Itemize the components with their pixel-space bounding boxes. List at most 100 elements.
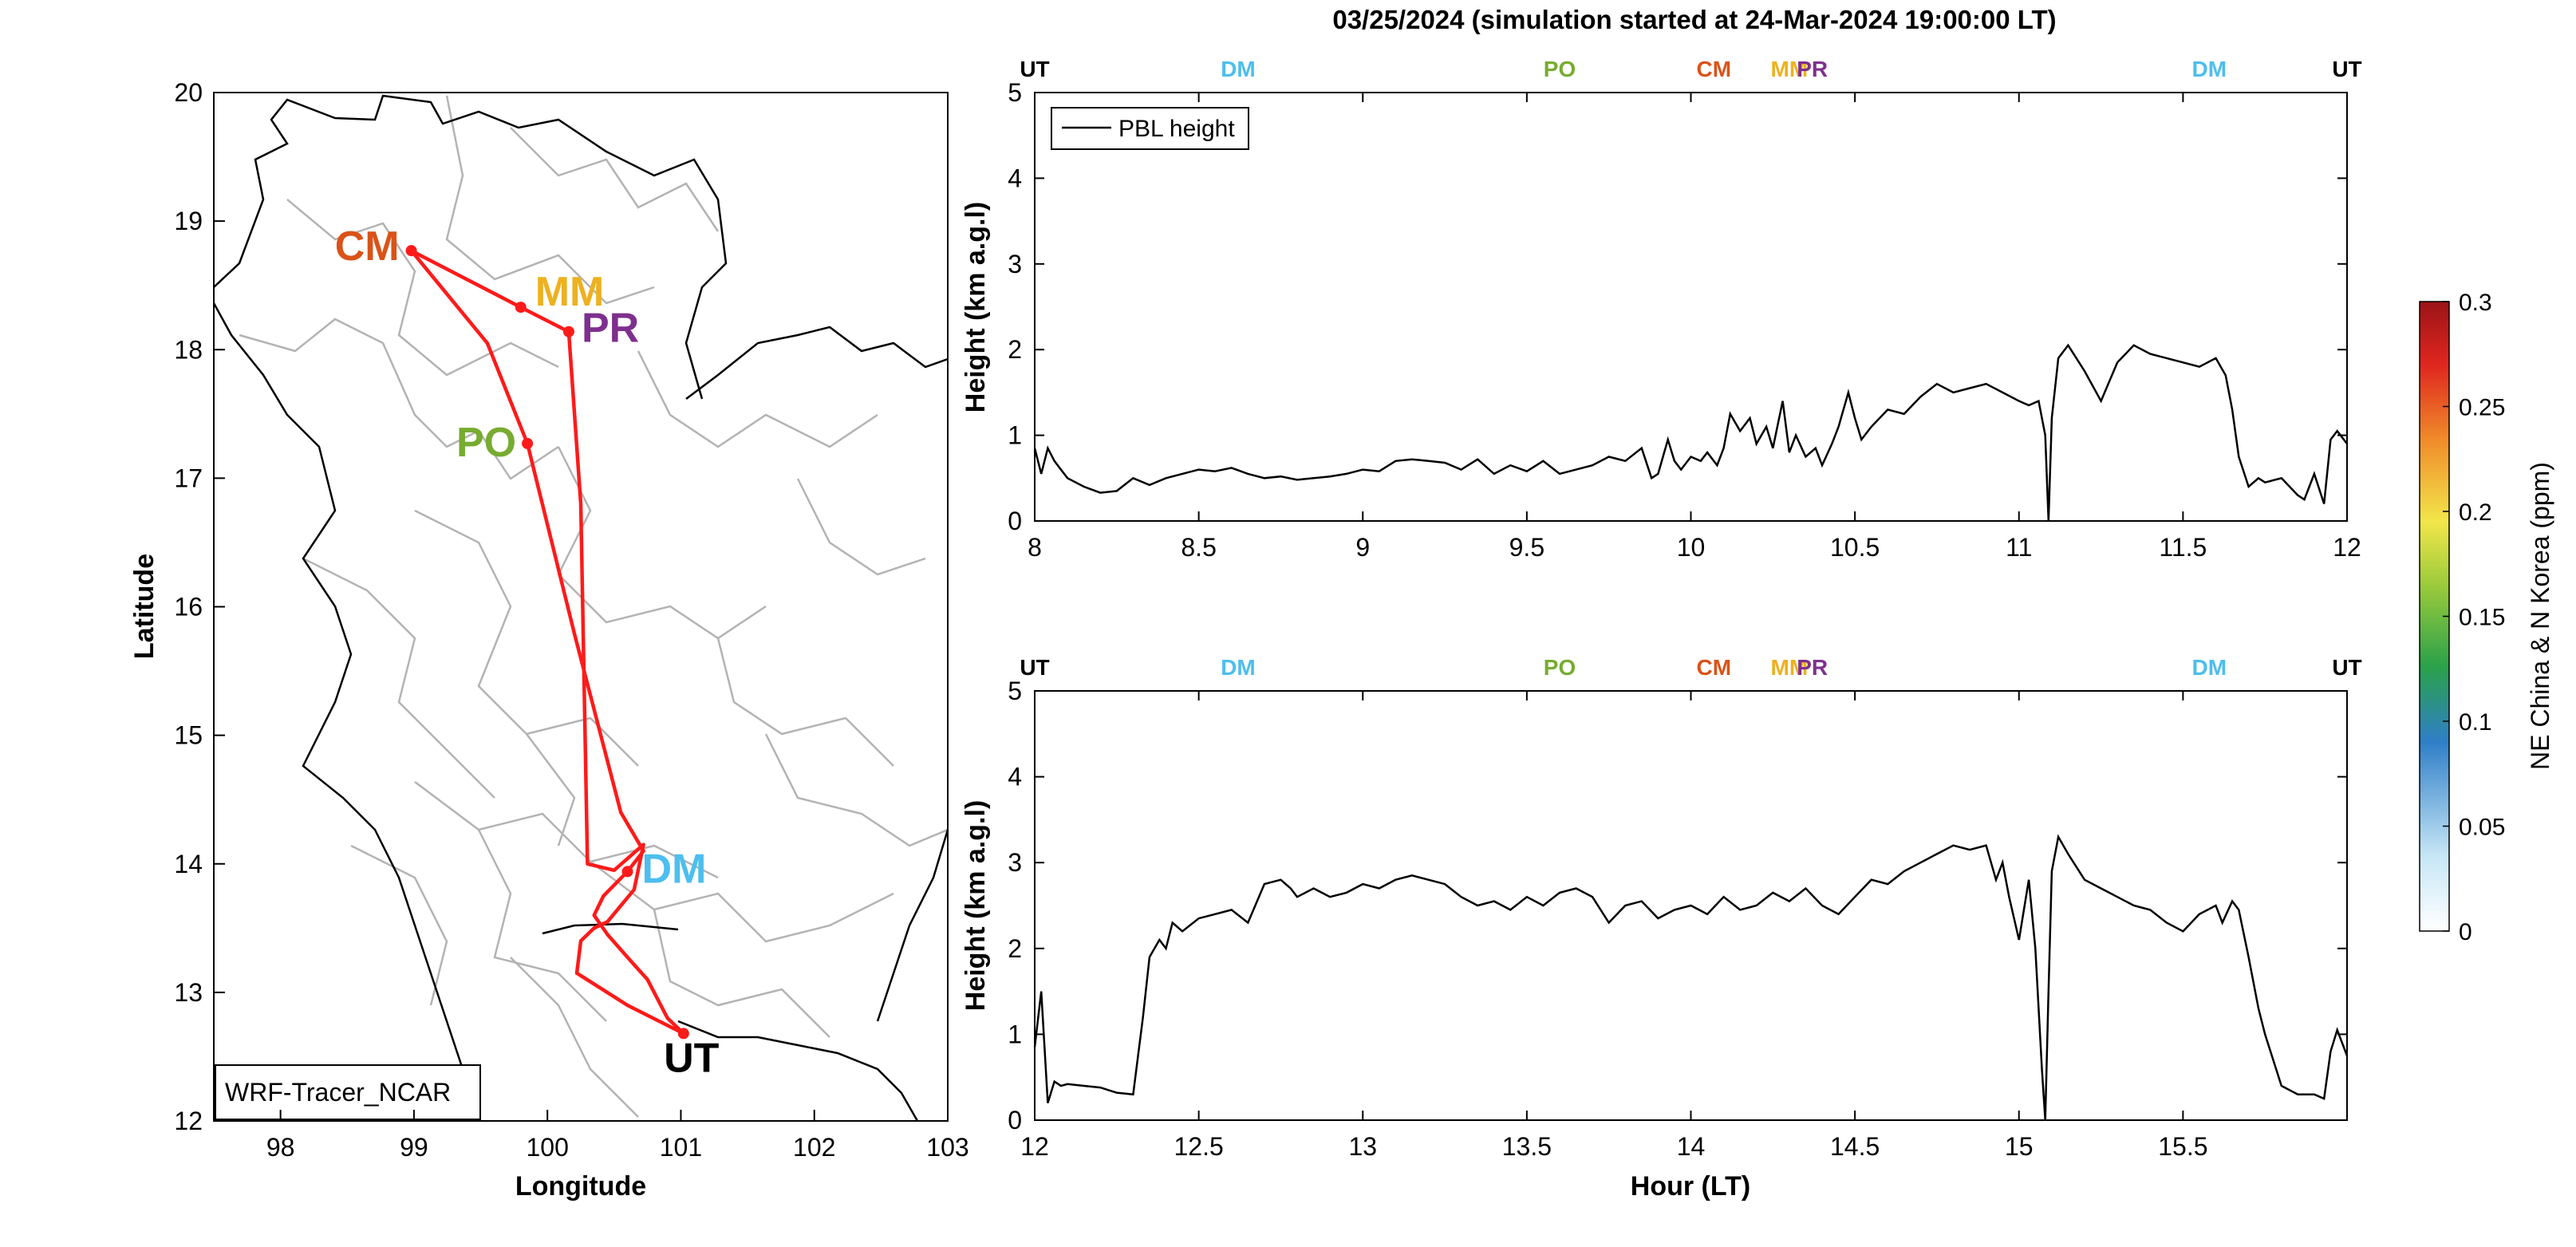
ytick-label: 4 [1008, 763, 1022, 791]
province-border [414, 509, 639, 767]
province-border [477, 829, 607, 1022]
province-border [796, 478, 926, 576]
colorbar-tick-label: 0.3 [2459, 290, 2492, 316]
site-label-pr: PR [582, 306, 639, 352]
time-marker-ut: UT [1020, 57, 1049, 81]
xtick-label: 13.5 [1502, 1132, 1552, 1161]
colorbar-tick-label: 0 [2459, 919, 2472, 945]
map-ytick-label: 13 [174, 978, 203, 1007]
pbl-line-panel-2 [1033, 834, 2349, 1121]
province-border [557, 446, 767, 640]
site-marker-mm [515, 302, 527, 314]
province-border [302, 557, 495, 799]
map-ytick-label: 19 [174, 207, 203, 235]
colorbar: 0 0.05 0.1 0.15 0.2 0.25 0.3 NE China & N Kore… [2419, 290, 2554, 945]
map-ylabel: Latitude [129, 554, 160, 659]
ytick-label: 3 [1008, 250, 1022, 278]
map-xtick-label: 99 [400, 1133, 428, 1162]
province-border [239, 318, 559, 480]
province-borders [239, 95, 948, 1118]
pbl-panel-2-ylabel: Height (km a.g.l) [961, 800, 991, 1011]
xtick-label: 12 [2333, 533, 2361, 562]
colorbar-label: NE China & N Korea (ppm) [2526, 462, 2554, 770]
map-ytick-label: 14 [174, 850, 203, 878]
map-xtick-label: 101 [660, 1133, 702, 1162]
site-label-po: PO [456, 420, 516, 466]
pbl-legend-label: PBL height [1118, 116, 1235, 142]
province-border [510, 127, 720, 232]
ytick-label: 4 [1008, 164, 1022, 192]
time-marker-cm: CM [1697, 655, 1732, 680]
ytick-label: 2 [1008, 934, 1022, 963]
xtick-label: 14.5 [1830, 1132, 1880, 1161]
colorbar-tick-label: 0.2 [2459, 499, 2492, 526]
xtick-label: 12.5 [1174, 1132, 1223, 1161]
figure-title: 03/25/2024 (simulation started at 24-Mar… [1332, 5, 2056, 34]
pbl-panel-2-xlabel: Hour (LT) [1631, 1171, 1750, 1202]
time-marker-dm: DM [1221, 57, 1256, 81]
province-border [716, 637, 894, 767]
map-ytick-label: 12 [174, 1107, 203, 1135]
province-border [590, 861, 894, 943]
time-marker-cm: CM [1697, 57, 1732, 81]
time-marker-dm: DM [1221, 655, 1256, 680]
province-border [350, 844, 448, 1006]
site-label-cm: CM [335, 223, 400, 270]
xtick-label: 13 [1348, 1132, 1377, 1161]
map-ytick-label: 17 [174, 464, 203, 492]
site-label-ut: UT [664, 1035, 720, 1081]
map-ytick-label: 20 [174, 78, 203, 107]
time-marker-dm: DM [2192, 57, 2227, 81]
pbl-legend: PBL height [1051, 107, 1249, 150]
colorbar-ticks: 0 0.05 0.1 0.15 0.2 0.25 0.3 [2443, 290, 2505, 945]
colorbar-tick-label: 0.15 [2459, 605, 2505, 631]
province-border [653, 909, 830, 1038]
ytick-label: 3 [1008, 848, 1022, 877]
time-marker-mm: MM [1771, 655, 1809, 680]
site-marker-cm [405, 245, 417, 257]
time-marker-ut: UT [2332, 655, 2361, 680]
colorbar-tick-label: 0.25 [2459, 395, 2505, 421]
province-border [637, 350, 878, 448]
xtick-label: 14 [1677, 1132, 1706, 1161]
xtick-label: 15 [2005, 1132, 2034, 1161]
national-boundary [214, 94, 948, 1121]
boundary-east [685, 326, 948, 400]
map-xtick-label: 98 [266, 1133, 295, 1162]
map-xtick-label: 103 [926, 1133, 968, 1162]
time-marker-ut: UT [2332, 57, 2361, 81]
xtick-label: 8 [1028, 533, 1042, 562]
province-border [414, 781, 719, 879]
map-xlabel: Longitude [515, 1171, 646, 1202]
ytick-label: 1 [1008, 421, 1022, 450]
map-ytick-label: 18 [174, 335, 203, 364]
site-marker-pr [562, 326, 574, 337]
site-marker-dm [621, 866, 633, 878]
xtick-label: 12 [1020, 1132, 1049, 1161]
map-frame [213, 92, 949, 1122]
boundary-west [214, 94, 728, 400]
xtick-label: 8.5 [1181, 533, 1216, 562]
map-xtick-label: 102 [793, 1133, 835, 1162]
map-xtick-label: 100 [526, 1133, 568, 1162]
site-label-dm: DM [642, 846, 707, 892]
colorbar-tick-label: 0.05 [2459, 815, 2505, 841]
flight-route [409, 248, 685, 1036]
province-border [764, 733, 948, 847]
province-border [445, 95, 655, 305]
pbl-line-panel-1 [1033, 343, 2348, 522]
ytick-label: 2 [1008, 335, 1022, 364]
xtick-label: 11.5 [2159, 533, 2207, 562]
xtick-label: 9.5 [1509, 533, 1544, 562]
time-marker-dm: DM [2192, 655, 2227, 680]
map-ytick-label: 16 [174, 593, 203, 622]
site-marker-ut [677, 1028, 689, 1040]
boundary-coast-east [677, 1020, 919, 1121]
model-label: WRF-Tracer_NCAR [225, 1078, 451, 1107]
